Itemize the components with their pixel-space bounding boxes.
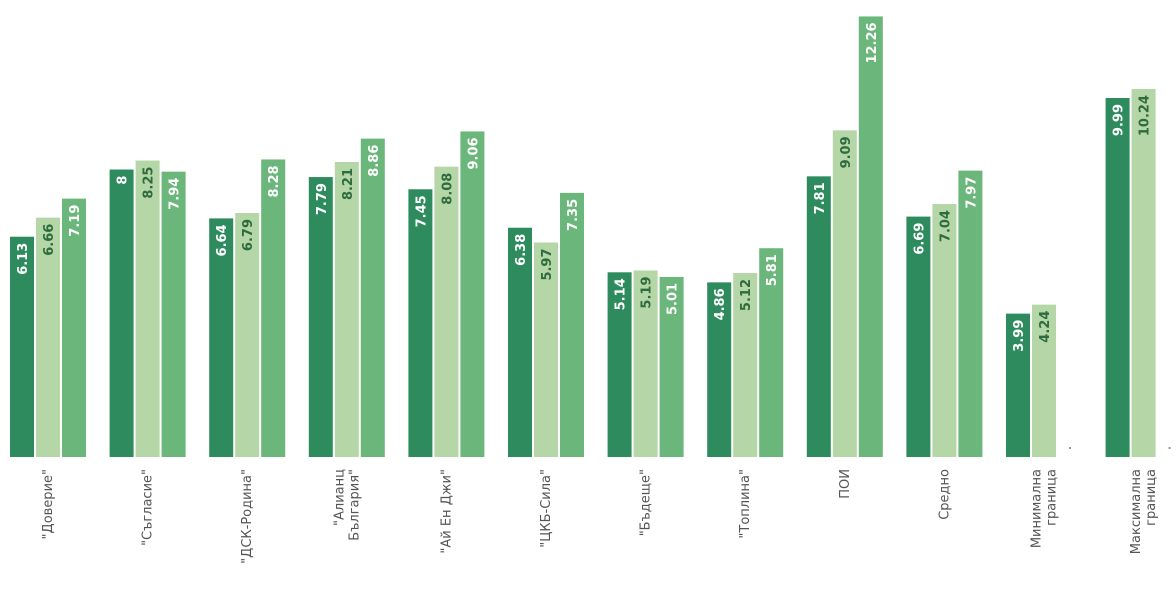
bar-value-label: 5.81: [765, 254, 780, 286]
bar-value-label: 8.08: [440, 173, 455, 205]
bar: [235, 213, 260, 457]
bar: [360, 138, 385, 457]
bar: [733, 273, 758, 457]
bar-value-label: 7.04: [938, 210, 953, 242]
category-label: "Бъдеще": [639, 469, 654, 536]
bar-value-label: 5.97: [540, 248, 555, 280]
category-label: "Топлина": [738, 469, 753, 539]
bar: [707, 282, 732, 457]
bar: [408, 189, 433, 457]
empty-bar-marker: [1168, 447, 1171, 449]
bar-value-label: 5.12: [739, 279, 754, 311]
category-label: "ДСК-Родина": [240, 469, 255, 564]
bar-value-label: 5.01: [666, 283, 681, 315]
bar: [62, 198, 86, 458]
category-label: "Алианц: [332, 469, 347, 526]
bar-value-label: 7.19: [68, 205, 83, 237]
bar: [1032, 304, 1056, 457]
category-label: "Ай Ен Джи": [439, 469, 454, 554]
bar: [36, 217, 60, 457]
bar-value-label: 6.66: [42, 224, 57, 256]
category-label: България": [347, 469, 362, 541]
bar-value-label: 8.86: [367, 145, 382, 177]
bar-value-label: 7.45: [414, 195, 429, 227]
bar-value-label: 10.24: [1138, 95, 1153, 136]
bar: [334, 161, 359, 457]
bar-value-label: 6.64: [215, 224, 230, 256]
bar-value-label: 4.24: [1038, 311, 1053, 343]
bar: [460, 131, 485, 458]
bar: [932, 204, 957, 457]
bar-value-label: 7.79: [315, 183, 330, 215]
bar: [806, 176, 831, 457]
bar-value-label: 9.99: [1112, 104, 1127, 136]
bar-value-label: 6.38: [514, 234, 529, 266]
category-label: граница: [1144, 469, 1159, 526]
bar-value-label: 8: [116, 176, 131, 185]
empty-bar-marker: [1069, 447, 1071, 449]
category-label: "Съгласие": [141, 469, 156, 546]
bar-value-label: 9.09: [839, 136, 854, 168]
bar-value-label: 5.14: [614, 278, 629, 310]
bar-value-label: 3.99: [1012, 320, 1027, 352]
bar: [434, 166, 459, 458]
bar: [10, 236, 34, 457]
bar: [1006, 313, 1030, 457]
bar-value-label: 7.81: [813, 182, 828, 214]
category-label: Максимална: [1129, 469, 1144, 554]
bar: [1105, 98, 1130, 457]
bar-value-label: 6.13: [16, 243, 31, 275]
bar: [659, 276, 684, 457]
bar: [958, 170, 983, 457]
bar-value-label: 9.06: [466, 137, 481, 169]
bar: [261, 159, 286, 457]
bar: [560, 192, 584, 457]
bar-value-label: 8.25: [142, 167, 157, 199]
bar-value-label: 6.69: [912, 223, 927, 255]
category-label: Минимална: [1030, 469, 1045, 548]
bar: [135, 160, 160, 457]
bar-value-label: 7.94: [168, 178, 183, 210]
bar: [209, 218, 234, 457]
bar-value-label: 7.97: [964, 177, 979, 209]
category-label: Средно: [937, 469, 952, 520]
bar: [109, 169, 134, 457]
bar: [906, 216, 931, 457]
bar: [1131, 89, 1156, 458]
bar-value-label: 6.79: [241, 219, 256, 251]
bar-value-label: 8.28: [267, 165, 282, 197]
category-label: "Доверие": [41, 469, 56, 539]
bar: [534, 242, 558, 457]
bar: [633, 270, 658, 457]
category-label: граница: [1045, 469, 1060, 526]
bar: [508, 227, 532, 457]
bar: [161, 171, 186, 457]
category-label: ПОИ: [838, 469, 853, 499]
bar-value-label: 12.26: [865, 22, 880, 63]
bar: [858, 16, 883, 457]
bar: [759, 248, 784, 457]
bar: [607, 272, 632, 457]
category-label: "ЦКБ-Сила": [539, 469, 554, 548]
bar: [832, 130, 857, 457]
bar-value-label: 8.21: [341, 168, 356, 200]
bar: [308, 177, 333, 458]
bar-value-label: 7.35: [566, 199, 581, 231]
bar-value-label: 4.86: [713, 288, 728, 320]
bar-value-label: 5.19: [640, 276, 655, 308]
